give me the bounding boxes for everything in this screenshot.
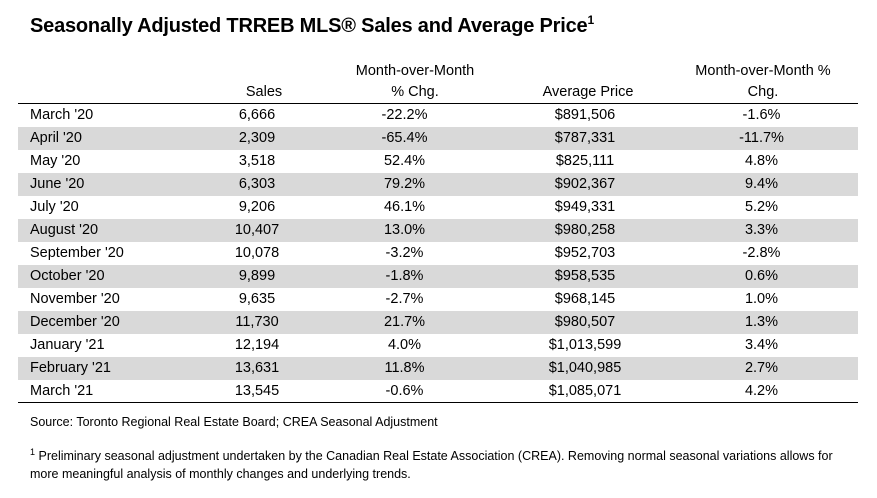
month-cell: July '20 — [30, 199, 79, 215]
price-change-cell: -11.7% — [665, 126, 858, 150]
average-price-cell: $980,258 — [505, 218, 665, 242]
header-sales: Sales — [245, 84, 283, 100]
sales-change-cell: 21.7% — [304, 310, 505, 334]
table-row: October '20 9,899 -1.8% $958,535 0.6% — [18, 264, 858, 288]
sales-change-cell: 4.0% — [387, 337, 422, 353]
sales-cell: 13,545 — [234, 382, 280, 399]
sales-cell: 2,309 — [210, 126, 304, 150]
sales-change-cell: 52.4% — [383, 153, 426, 169]
table-row: February '21 13,631 11.8% $1,040,985 2.7% — [18, 356, 858, 380]
header-price-mom-line1: Month-over-Month % — [695, 63, 831, 79]
footnote: 1 Preliminary seasonal adjustment undert… — [30, 443, 860, 483]
page-title: Seasonally Adjusted TRREB MLS® Sales and… — [30, 13, 594, 38]
average-price-cell: $891,506 — [554, 107, 616, 124]
title-text: Seasonally Adjusted TRREB MLS® Sales and… — [30, 15, 588, 37]
table-row: June '20 6,303 79.2% $902,367 9.4% — [18, 172, 858, 196]
sales-change-cell: 13.0% — [304, 218, 505, 242]
table-row: November '20 9,635 -2.7% $968,145 1.0% — [18, 288, 858, 311]
header-price-mom-line2: Chg. — [747, 84, 779, 100]
sales-cell: 3,518 — [238, 153, 276, 169]
sales-cell: 9,899 — [210, 264, 304, 288]
table-row: May '20 3,518 52.4% $825,111 4.8% — [18, 150, 858, 173]
source-note: Source: Toronto Regional Real Estate Boa… — [30, 415, 438, 429]
footnote-mark: 1 — [30, 447, 36, 457]
table-row: January '21 12,194 4.0% $1,013,599 3.4% — [18, 334, 858, 357]
price-change-cell: 2.7% — [665, 356, 858, 380]
average-price-cell: $825,111 — [555, 153, 615, 169]
month-cell: May '20 — [30, 153, 81, 169]
month-cell: February '21 — [18, 356, 210, 380]
sales-cell: 6,666 — [238, 107, 276, 124]
sales-price-table: March '20 6,666 -22.2% $891,506 -1.6% April '… — [18, 103, 858, 403]
price-change-cell: 3.4% — [744, 337, 779, 353]
sales-cell: 9,206 — [238, 199, 276, 215]
sales-change-cell: -65.4% — [304, 126, 505, 150]
price-change-cell: 1.0% — [744, 291, 779, 307]
sales-cell: 12,194 — [234, 337, 280, 353]
average-price-cell: $1,013,599 — [548, 337, 622, 353]
price-change-cell: 4.8% — [744, 153, 779, 169]
header-sales-mom-line1: Month-over-Month — [355, 63, 475, 79]
month-cell: June '20 — [18, 172, 210, 196]
average-price-cell: $980,507 — [505, 310, 665, 334]
sales-cell: 13,631 — [210, 356, 304, 380]
month-cell: April '20 — [18, 126, 210, 150]
average-price-cell: $968,145 — [554, 291, 616, 307]
price-change-cell: 9.4% — [665, 172, 858, 196]
average-price-cell: $787,331 — [505, 126, 665, 150]
table-row: August '20 10,407 13.0% $980,258 3.3% — [18, 218, 858, 242]
price-change-cell: 5.2% — [744, 199, 779, 215]
sales-change-cell: -3.2% — [385, 245, 424, 261]
month-cell: December '20 — [18, 310, 210, 334]
table-row: September '20 10,078 -3.2% $952,703 -2.8% — [18, 242, 858, 265]
price-change-cell: 0.6% — [665, 264, 858, 288]
month-cell: March '20 — [30, 107, 94, 124]
month-cell: September '20 — [30, 245, 124, 261]
footnote-text: Preliminary seasonal adjustment undertak… — [30, 449, 833, 482]
sales-change-cell: 46.1% — [383, 199, 426, 215]
month-cell: August '20 — [18, 218, 210, 242]
average-price-cell: $949,331 — [554, 199, 616, 215]
title-footnote-mark: 1 — [587, 13, 594, 27]
average-price-cell: $1,040,985 — [505, 356, 665, 380]
month-cell: March '21 — [30, 382, 94, 399]
sales-change-cell: -22.2% — [381, 107, 428, 124]
average-price-cell: $902,367 — [505, 172, 665, 196]
table-row: March '20 6,666 -22.2% $891,506 -1.6% — [18, 104, 858, 127]
header-average-price: Average Price — [542, 84, 634, 100]
month-cell: November '20 — [30, 291, 120, 307]
table-body: March '20 6,666 -22.2% $891,506 -1.6% April '… — [18, 103, 858, 403]
price-change-cell: -2.8% — [742, 245, 781, 261]
sales-change-cell: -0.6% — [385, 382, 424, 399]
table-row: April '20 2,309 -65.4% $787,331 -11.7% — [18, 126, 858, 150]
price-change-cell: -1.6% — [742, 107, 781, 124]
sales-change-cell: 11.8% — [304, 356, 505, 380]
sales-cell: 10,407 — [210, 218, 304, 242]
price-change-cell: 4.2% — [744, 382, 779, 399]
sales-cell: 10,078 — [234, 245, 280, 261]
sales-cell: 11,730 — [210, 310, 304, 334]
table-row: July '20 9,206 46.1% $949,331 5.2% — [18, 196, 858, 219]
month-cell: October '20 — [18, 264, 210, 288]
average-price-cell: $952,703 — [554, 245, 616, 261]
sales-change-cell: -2.7% — [385, 291, 424, 307]
table-row: December '20 11,730 21.7% $980,507 1.3% — [18, 310, 858, 334]
average-price-cell: $1,085,071 — [548, 382, 622, 399]
average-price-cell: $958,535 — [505, 264, 665, 288]
sales-cell: 9,635 — [238, 291, 276, 307]
header-sales-mom-line2: % Chg. — [391, 84, 439, 100]
price-change-cell: 3.3% — [665, 218, 858, 242]
month-cell: January '21 — [30, 337, 105, 353]
price-change-cell: 1.3% — [665, 310, 858, 334]
sales-cell: 6,303 — [210, 172, 304, 196]
sales-change-cell: -1.8% — [304, 264, 505, 288]
table-row: March '21 13,545 -0.6% $1,085,071 4.2% — [18, 380, 858, 403]
sales-change-cell: 79.2% — [304, 172, 505, 196]
